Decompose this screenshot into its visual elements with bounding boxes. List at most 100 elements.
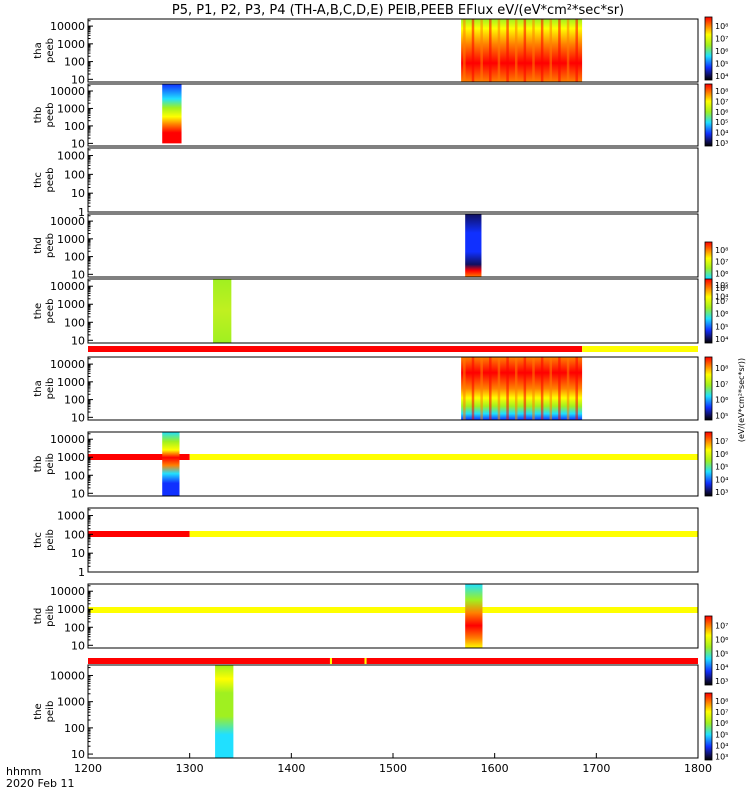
y-tick-label: 10000 xyxy=(50,280,85,293)
flag-segment-thd-peib-0 xyxy=(88,607,698,613)
colorbar-thd-peib xyxy=(704,615,713,686)
colorbar-tick-label: 10⁸ xyxy=(715,22,728,31)
spectrogram-band xyxy=(523,357,527,420)
y-tick-label: 10 xyxy=(71,73,85,86)
spectrogram-block-thd-peib-0 xyxy=(465,584,483,648)
x-tick-label: 1200 xyxy=(74,762,102,775)
colorbar-tick-label: 10⁵ xyxy=(715,118,728,127)
flag-segment-the-peib-3 xyxy=(364,658,367,664)
panel-label-product: peib xyxy=(45,529,56,551)
spectrogram-band xyxy=(532,19,535,82)
spectrogram-band xyxy=(514,357,518,420)
panel-label-product: peeb xyxy=(45,103,56,128)
spectrogram-band xyxy=(497,19,501,82)
x-axis-label-units: hhmm xyxy=(6,765,41,778)
spectrogram-band xyxy=(558,19,561,82)
y-tick-label: 1 xyxy=(78,206,85,219)
x-axis: 1200 1300 1400 1500 1600 1700 1800 xyxy=(74,753,712,775)
colorbar-tick-label: 10⁸ xyxy=(715,697,728,706)
colorbar-tick-label: 10⁷ xyxy=(715,34,728,43)
panel-tha-peib: 10 100 1000 10000 tha peib 10⁵ 10⁶ 10⁷ 10⁸ xyxy=(33,346,728,424)
panel-label-probe: thb xyxy=(33,456,44,473)
panel-label-product: peib xyxy=(45,701,56,723)
colorbar-tick-label: 10⁵ xyxy=(715,411,728,420)
spectrogram-band xyxy=(471,19,475,82)
colorbar-tick-label: 10⁴ xyxy=(715,72,728,81)
panel-label-probe: thc xyxy=(33,172,44,188)
spectrogram-band xyxy=(523,19,527,82)
panel-label-probe: tha xyxy=(33,42,44,58)
panel-thc-peeb: 1 10 100 1000 thc peeb xyxy=(33,147,699,219)
flag-segment-tha-peib-0 xyxy=(88,346,583,352)
spectrogram-block-tha-peeb-0 xyxy=(461,19,583,82)
y-tick-label: 1000 xyxy=(57,233,85,246)
chart-title: P5, P1, P2, P3, P4 (TH-A,B,C,D,E) PEIB,P… xyxy=(172,3,624,18)
panel-label-product: peib xyxy=(45,605,56,627)
flag-segment-the-peib-4 xyxy=(366,658,698,664)
y-tick-label: 10 xyxy=(71,411,85,424)
panel-label-probe: the xyxy=(33,703,44,719)
panel-label-probe: thc xyxy=(33,532,44,548)
y-tick-label: 1000 xyxy=(57,376,85,389)
y-tick-label: 10 xyxy=(71,334,85,347)
y-tick-label: 10 xyxy=(71,137,85,150)
colorbar-tick-label: 10³ xyxy=(715,677,728,686)
colorbar-tick-label: 10⁶ xyxy=(715,396,728,405)
y-tick-label: 10 xyxy=(71,547,85,560)
spectrogram-band xyxy=(532,357,535,420)
panel-frame-thc-peib xyxy=(87,507,699,573)
x-tick-label: 1300 xyxy=(176,762,204,775)
panel-the-peeb: 10 100 1000 10000 the peeb 10⁴ 10⁵ 10⁶ 10⁷ 10⁸ xyxy=(33,278,728,347)
y-tick-label: 1000 xyxy=(57,150,85,163)
colorbar-tick-label: 10⁴ xyxy=(715,335,728,344)
spectrogram-band xyxy=(549,19,553,82)
colorbar-tick-label: 10⁶ xyxy=(715,635,728,644)
spectrogram-band xyxy=(489,19,492,82)
x-axis-label-date: 2020 Feb 11 xyxy=(6,777,74,790)
y-tick-label: 10000 xyxy=(50,85,85,98)
colorbar-tha-peib xyxy=(704,356,713,421)
panel-thb-peib: 10 100 1000 10000 thb peib 10³ 10⁴ 10⁵ 10⁶ 10⁷ xyxy=(33,431,728,500)
colorbar-thb-peib xyxy=(704,431,713,497)
spectrogram-block-the-peeb-0 xyxy=(213,279,232,343)
y-tick-label: 100 xyxy=(64,469,85,482)
colorbar-tick-label: 10⁵ xyxy=(715,649,728,658)
y-tick-label: 10000 xyxy=(50,585,85,598)
panel-frame-thd-peib xyxy=(87,583,699,649)
panel-thc-peib: 1 10 100 1000 thc peib xyxy=(33,507,699,579)
y-tick-label: 1 xyxy=(78,566,85,579)
spectrogram-block-thd-peeb-0 xyxy=(465,214,482,277)
x-tick-label: 1800 xyxy=(684,762,712,775)
y-tick-label: 1000 xyxy=(57,696,85,709)
colorbar-tick-label: 10⁷ xyxy=(715,98,728,107)
colorbar-tick-label: 10³ xyxy=(715,753,728,762)
colorbar-tick-label: 10⁵ xyxy=(715,463,728,472)
colorbar-tick-label: 10⁶ xyxy=(715,108,728,117)
y-tick-label: 10000 xyxy=(50,215,85,228)
spectrogram-band xyxy=(506,19,509,82)
colorbar-tick-label: 10⁸ xyxy=(715,246,728,255)
colorbar-tick-label: 10³ xyxy=(715,139,728,148)
colorbar-tick-label: 10⁷ xyxy=(715,437,728,446)
y-tick-label: 10 xyxy=(71,639,85,652)
flag-segment-thc-peib-0 xyxy=(88,531,190,537)
y-tick-label: 100 xyxy=(64,621,85,634)
colorbar-the-peib xyxy=(704,692,713,761)
spectrogram-band xyxy=(471,357,475,420)
colorbar-tick-label: 10⁷ xyxy=(715,622,728,631)
colorbar-tha-peeb xyxy=(704,16,713,81)
panel-frame-thd-peeb xyxy=(87,213,699,278)
x-tick-label: 1700 xyxy=(582,762,610,775)
spectrogram-band xyxy=(575,19,578,82)
y-tick-label: 100 xyxy=(64,394,85,407)
colorbar-tick-label: 10⁸ xyxy=(715,284,728,293)
spectrogram-band xyxy=(480,19,483,82)
spectrogram-band xyxy=(480,357,483,420)
flag-segment-thb-peib-1 xyxy=(189,454,698,460)
spectrogram-block-the-peib-0 xyxy=(215,665,234,758)
colorbar-the-peeb xyxy=(704,278,713,344)
flag-segment-the-peib-1 xyxy=(329,658,332,664)
spectrogram-block-thb-peeb-0 xyxy=(162,84,182,144)
